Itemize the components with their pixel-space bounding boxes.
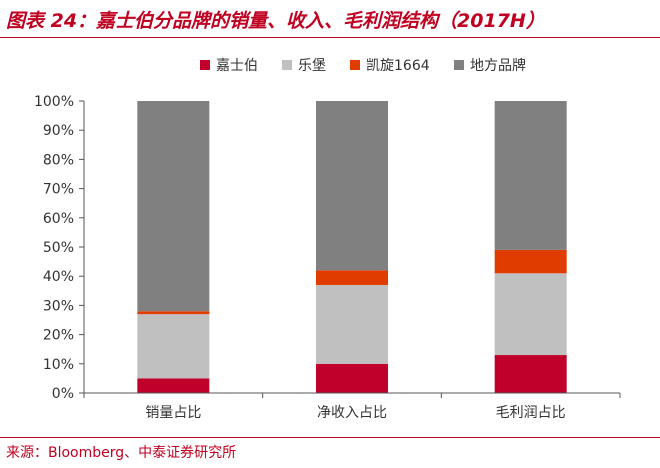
legend: 嘉士伯 乐堡 凯旋1664 地方品牌 bbox=[200, 57, 526, 74]
legend-swatch bbox=[282, 60, 292, 70]
y-tick-label: 100% bbox=[34, 94, 74, 110]
bar-segment-3-2 bbox=[316, 270, 388, 285]
bar-segment-4-3 bbox=[494, 101, 567, 250]
y-tick-label: 40% bbox=[43, 269, 74, 285]
y-tick-label: 30% bbox=[43, 298, 74, 314]
bar-segment-3-1 bbox=[137, 311, 210, 315]
bar-segment-2-1 bbox=[137, 314, 210, 379]
chart-title: 图表 24：嘉士伯分品牌的销量、收入、毛利润结构（2017H） bbox=[6, 10, 545, 32]
legend-swatch bbox=[454, 60, 464, 70]
bar-segment-2-2 bbox=[316, 284, 388, 364]
title-divider bbox=[0, 37, 660, 38]
y-tick-label: 70% bbox=[43, 182, 74, 198]
x-tick-label: 销量占比 bbox=[145, 405, 201, 421]
y-tick-label: 80% bbox=[43, 152, 74, 168]
bar-segment-4-1 bbox=[137, 101, 210, 312]
source-note: 来源：Bloomberg、中泰证券研究所 bbox=[6, 445, 237, 461]
y-tick-label: 20% bbox=[43, 328, 74, 344]
bar-segment-3-3 bbox=[494, 249, 567, 274]
legend-swatch bbox=[200, 60, 210, 70]
legend-swatch bbox=[350, 60, 360, 70]
x-tick-label: 净收入占比 bbox=[317, 405, 387, 421]
bar-segment-2-3 bbox=[494, 273, 567, 356]
legend-label: 乐堡 bbox=[298, 58, 326, 74]
y-tick-label: 0% bbox=[52, 386, 74, 402]
legend-label: 地方品牌 bbox=[470, 57, 526, 74]
y-tick-label: 60% bbox=[43, 211, 74, 227]
source-divider bbox=[0, 437, 660, 438]
bar-segment-1-2 bbox=[316, 363, 388, 393]
y-axis: 0% 10% 20% 30% 40% 50% 60% 70% 80% 90% 100% bbox=[34, 94, 85, 402]
y-tick-label: 10% bbox=[43, 357, 74, 373]
y-tick-label: 50% bbox=[43, 240, 74, 256]
legend-label: 嘉士伯 bbox=[216, 58, 258, 74]
bar-segment-1-1 bbox=[137, 378, 210, 393]
y-tick-label: 90% bbox=[43, 123, 74, 139]
x-axis: 销量占比 净收入占比 毛利润占比 bbox=[83, 392, 621, 421]
legend-label: 凯旋1664 bbox=[366, 58, 430, 74]
x-tick-label: 毛利润占比 bbox=[496, 405, 566, 421]
bar-segment-1-3 bbox=[494, 355, 567, 393]
bars bbox=[137, 101, 567, 393]
bar-segment-4-2 bbox=[316, 101, 388, 271]
